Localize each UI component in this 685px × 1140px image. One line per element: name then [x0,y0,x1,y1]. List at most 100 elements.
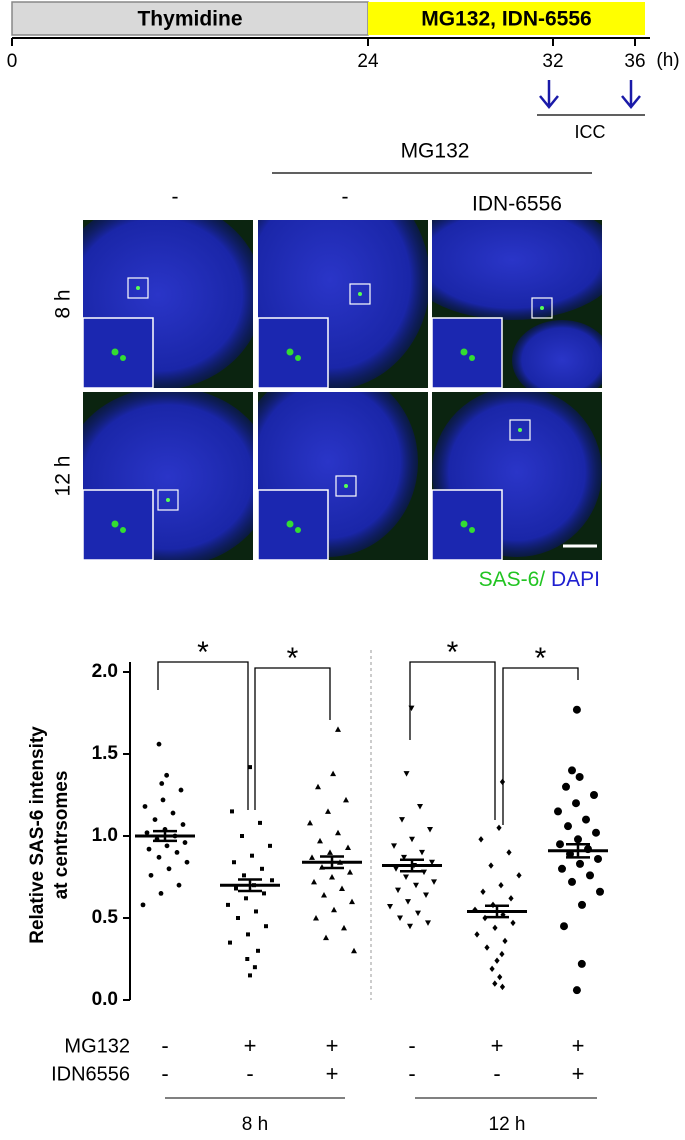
dot [345,844,351,850]
significance-star: * [535,642,547,675]
dot [313,915,319,921]
timeline-unit: (h) [656,50,679,71]
dot [425,920,431,926]
dot [568,766,576,775]
dot [568,877,576,886]
dot [325,808,331,814]
dot [180,822,186,827]
dot [429,859,435,866]
dot [245,957,250,961]
dot [506,849,512,856]
dot [309,854,315,860]
dot [577,959,586,968]
error-bar [153,829,177,843]
treatment-sign: - [493,1061,500,1086]
dot [575,772,584,781]
dot [387,904,393,910]
dot [393,866,399,872]
dot [264,924,268,929]
dot [560,922,568,931]
dot [572,986,581,995]
zoom-box [531,297,553,319]
error-bar [400,858,424,873]
dot [144,830,150,836]
dot [335,829,341,836]
arrow [621,80,641,109]
phase-bar [11,1,369,36]
dot [341,924,347,931]
treatment-sign: + [326,1033,339,1058]
inset-dot [469,527,475,533]
dot [586,871,594,880]
row-label: 8 h [52,289,75,318]
dot [516,872,522,879]
dot [248,973,252,978]
treatment-sign: - [408,1061,415,1086]
dot [578,900,586,909]
dot [331,906,337,913]
dot [413,882,419,889]
dot [349,898,355,905]
dot [178,787,184,793]
significance-bracket [502,667,579,825]
dot [323,934,329,941]
dot [474,931,480,938]
dot [268,843,272,848]
dot [258,820,262,825]
column-label: - [172,186,179,209]
y-tick-label: 0.0 [92,989,118,1010]
dot [343,796,349,803]
treatment-sign: + [572,1033,585,1058]
group-label: MG132 [401,140,470,163]
stain-label: SAS-6/ [479,568,546,591]
dot [492,980,498,987]
centrosome [540,306,544,310]
treatment-sign: + [326,1061,339,1086]
dot [317,837,323,844]
y-tick-label: 0.5 [92,907,119,928]
timeline-tick-label: 0 [7,51,18,72]
dot [152,817,158,822]
dot [240,834,244,838]
dot [232,860,236,865]
dot [335,726,341,732]
nucleus [512,320,602,388]
dot [250,853,254,858]
dot [590,791,598,799]
dot [558,864,566,873]
dot [311,878,317,885]
phase-bar [368,2,645,35]
y-axis-label: at centrsomes [51,771,72,900]
dot [252,965,257,970]
nucleus [432,220,602,320]
dot [146,846,152,852]
dot [554,807,562,816]
column-label: - [342,186,349,209]
dot [226,902,230,907]
dot [403,771,410,777]
micrograph [83,392,253,560]
zoom-box [509,419,531,441]
zoom-box [335,475,357,497]
inset-dot [111,520,119,528]
dot [164,843,170,849]
dot [499,950,505,958]
dot [315,783,321,790]
dot [159,781,165,786]
inset-dot [120,355,126,361]
micrograph [432,392,602,560]
dot [260,866,264,871]
dot [478,836,484,843]
dot [502,937,508,945]
dot [592,828,600,837]
dot [236,916,240,920]
treatment-sign: - [161,1061,168,1086]
error-bar [320,855,344,870]
treatment-sign: + [491,1033,504,1058]
dot [562,782,570,791]
dot [510,919,516,927]
zoom-box [157,489,179,511]
micrograph [258,392,428,560]
dot [500,911,506,918]
